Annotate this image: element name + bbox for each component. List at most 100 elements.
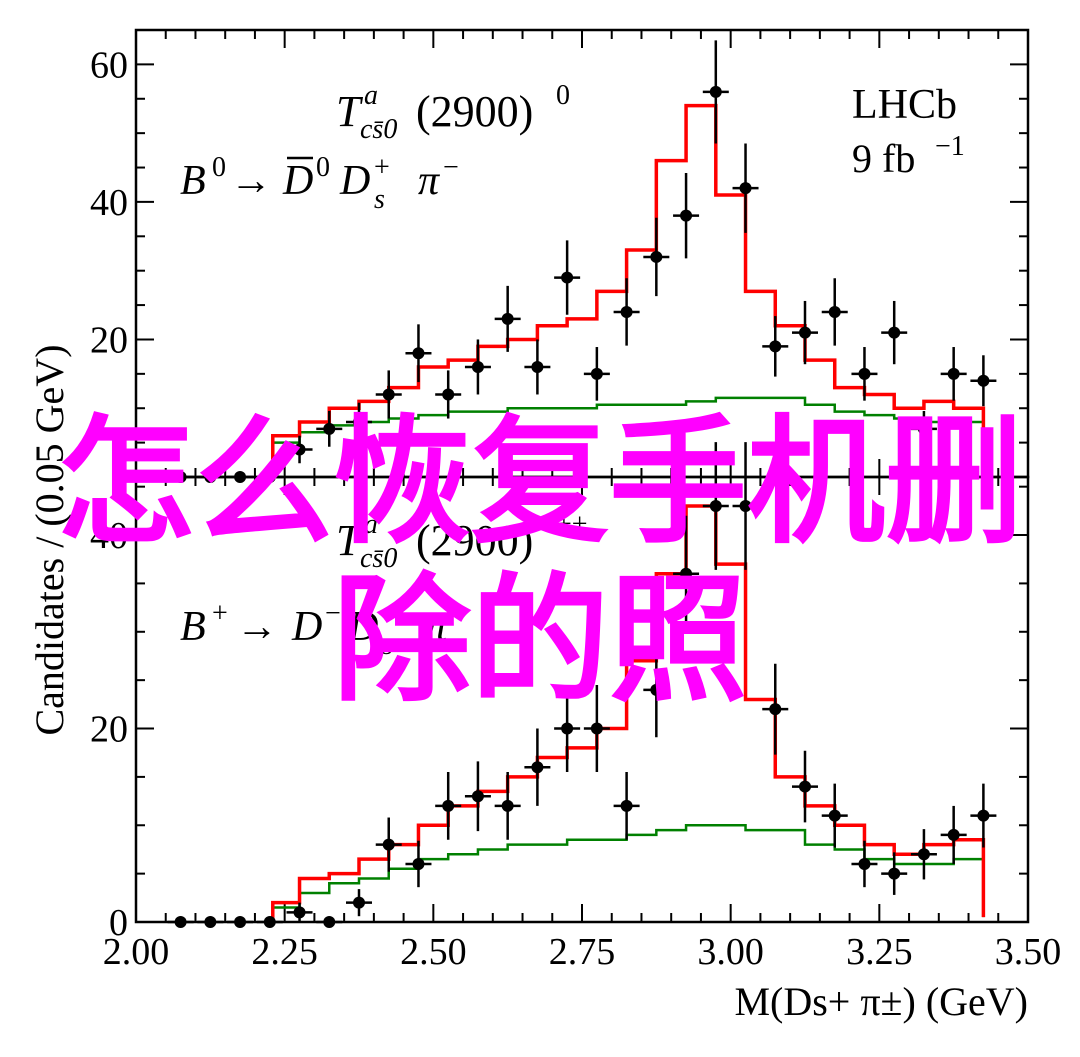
marker xyxy=(234,916,247,928)
marker xyxy=(412,857,425,870)
top-decay-Ds-sup: + xyxy=(374,152,390,183)
marker xyxy=(323,422,336,435)
overlay-line-1: 怎么恢复手机删 xyxy=(57,402,1023,563)
marker xyxy=(590,367,603,380)
data-points xyxy=(167,40,997,928)
top-res-sup: a xyxy=(364,80,378,111)
marker xyxy=(353,896,365,909)
data-point-top xyxy=(435,370,462,419)
data-point-top xyxy=(256,471,283,483)
marker xyxy=(501,799,514,812)
data-point-top xyxy=(197,471,224,483)
marker xyxy=(471,790,484,803)
marker xyxy=(561,722,574,735)
bot-decay-arrow: → xyxy=(236,604,278,650)
data-point-top xyxy=(316,410,343,447)
y-axis-label: Candidates / (0.05 GeV) xyxy=(27,344,72,735)
data-point-bottom xyxy=(762,663,789,755)
data-point-top xyxy=(494,285,521,352)
data-point-top xyxy=(821,278,848,346)
data-point-bottom xyxy=(881,852,908,895)
data-point-top xyxy=(554,240,581,315)
data-point-bottom xyxy=(346,889,372,917)
y-tick-label: 40 xyxy=(90,182,128,224)
marker xyxy=(709,85,722,98)
bot-decay-Ds: D xyxy=(347,604,378,650)
top-res-charge: 0 xyxy=(556,80,570,111)
data-point-bottom xyxy=(702,442,729,570)
top-decay-Ds-sub: s xyxy=(374,184,385,215)
top-res-sub: cs̄0 xyxy=(360,114,397,145)
marker xyxy=(799,780,811,793)
bot-res-charge: ++ xyxy=(556,509,588,540)
marker xyxy=(561,271,574,284)
data-point-top xyxy=(851,347,878,401)
marker xyxy=(204,471,217,483)
data-point-top xyxy=(762,316,789,377)
top-decay-arrow: → xyxy=(230,158,272,204)
marker xyxy=(531,761,544,774)
x-tick-label: 3.50 xyxy=(995,931,1062,973)
top-decay-Dbar: D xyxy=(282,158,313,204)
x-tick-label: 3.25 xyxy=(846,931,913,973)
x-tick-label: 2.00 xyxy=(103,931,170,973)
marker xyxy=(858,857,871,870)
bot-decay-D: D xyxy=(291,604,322,650)
overlay-line-2: 除的照 xyxy=(333,560,747,721)
marker xyxy=(977,809,990,822)
top-decay-pi-sup: − xyxy=(443,152,459,183)
marker xyxy=(680,567,693,580)
data-point-top xyxy=(792,300,818,365)
marker xyxy=(234,471,247,483)
data-point-top xyxy=(464,339,491,395)
marker xyxy=(977,374,990,387)
bot-decay-B-sup: + xyxy=(212,598,228,629)
marker xyxy=(293,906,306,919)
marker xyxy=(174,916,187,928)
x-axis-label-text: M(Ds+ π±) (GeV) xyxy=(734,979,1028,1024)
bot-decay-B: B xyxy=(180,604,206,650)
x-tick-label: 2.50 xyxy=(400,931,467,973)
bot-res-sup: a xyxy=(364,509,378,540)
top-decay-B-sup: 0 xyxy=(212,152,226,183)
marker xyxy=(828,305,841,318)
data-point-bottom xyxy=(524,728,551,806)
marker xyxy=(353,415,365,428)
marker xyxy=(442,799,455,812)
marker xyxy=(620,799,633,812)
data-point-bottom xyxy=(375,817,402,872)
data-point-bottom xyxy=(910,829,937,880)
x-tick-label: 3.00 xyxy=(697,931,764,973)
data-point-top xyxy=(227,471,254,483)
bot-decay-Ds-sub: s xyxy=(382,630,393,661)
axis-ticks xyxy=(135,29,1029,923)
y-tick-label: 20 xyxy=(90,709,128,751)
x-tick-label: 2.25 xyxy=(251,931,318,973)
marker xyxy=(769,703,782,716)
data-point-bottom xyxy=(494,772,521,840)
bot-decay-pi-sup: + xyxy=(451,598,467,629)
bot-decay-pi: π xyxy=(426,604,448,650)
marker xyxy=(323,916,336,928)
marker xyxy=(680,209,693,222)
bot-res-T: T xyxy=(336,516,364,565)
data-point-bottom xyxy=(940,805,967,864)
luminosity-value: 9 fb xyxy=(852,136,915,181)
overlay-watermark-text: 怎么恢复手机删 除的照 xyxy=(57,402,1023,721)
data-point-top xyxy=(524,339,551,395)
y-tick-label: 60 xyxy=(90,44,128,86)
x-axis-label: M(Ds+ π±) (GeV) xyxy=(734,979,1028,1024)
marker xyxy=(382,388,395,401)
marker xyxy=(412,347,425,360)
marker xyxy=(858,367,871,380)
marker xyxy=(501,312,514,325)
marker xyxy=(739,182,752,195)
marker xyxy=(888,867,901,880)
marker xyxy=(917,848,930,861)
bot-res-sub: cs̄0 xyxy=(360,543,397,574)
marker xyxy=(947,367,960,380)
data-point-bottom xyxy=(970,783,997,848)
data-point-bottom xyxy=(316,916,343,928)
